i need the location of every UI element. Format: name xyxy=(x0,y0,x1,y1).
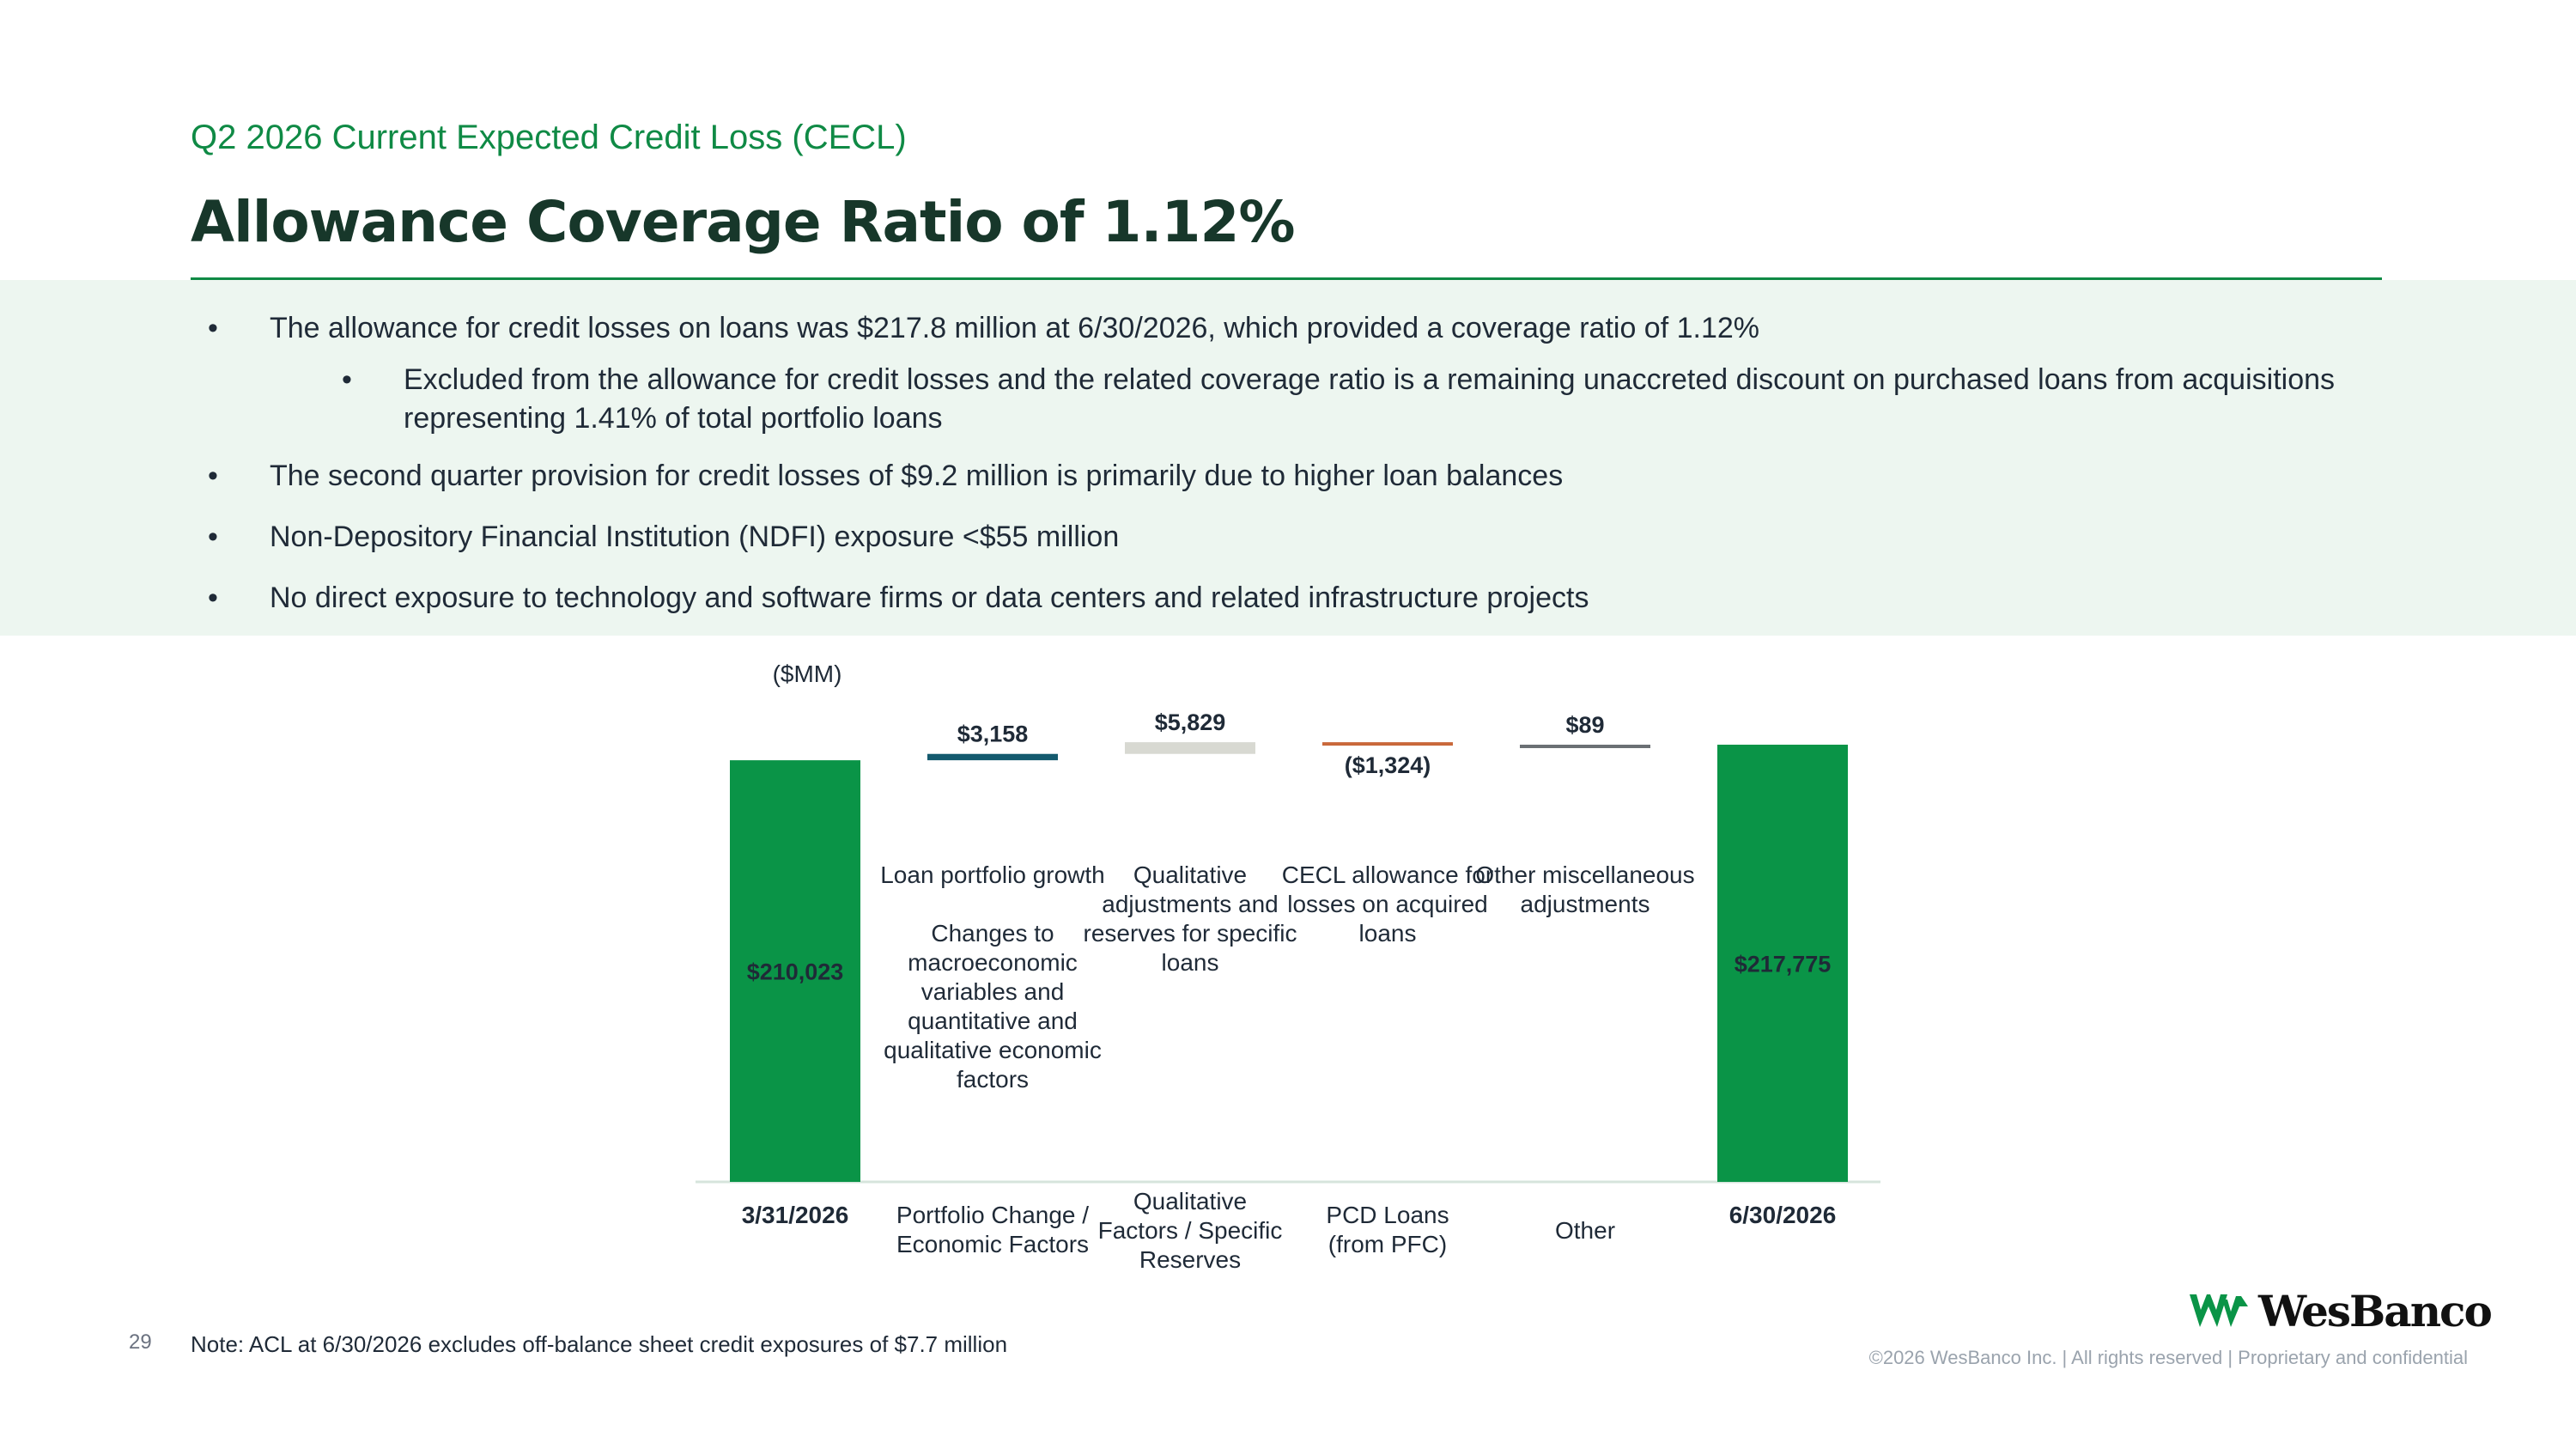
category-label-line: Factors / Specific xyxy=(1098,1217,1283,1244)
description-line: adjustments and xyxy=(1102,891,1278,917)
description-line: CECL allowance for xyxy=(1282,861,1493,888)
portfolio-change-bar xyxy=(927,753,1058,761)
logo-wordmark: WesBanco xyxy=(2258,1285,2493,1336)
description-line: adjustments xyxy=(1521,891,1650,917)
category-label-line: 6/30/2026 xyxy=(1729,1202,1837,1228)
value-label: $210,023 xyxy=(747,959,844,985)
description-line xyxy=(989,891,996,917)
description-line: Loan portfolio growth xyxy=(880,861,1105,888)
page-number: 29 xyxy=(129,1330,152,1354)
bullet-text: The second quarter provision for credit … xyxy=(270,460,1564,492)
wesbanco-logo: WesBanco xyxy=(2188,1285,2493,1336)
description-line: factors xyxy=(957,1066,1029,1093)
bullet-ndfi: • Non-Depository Financial Institution (N… xyxy=(208,518,2416,557)
slide-subtitle: Q2 2026 Current Expected Credit Loss (CE… xyxy=(191,119,907,156)
bullet-dot: • xyxy=(208,581,218,614)
description-line: qualitative economic xyxy=(884,1037,1102,1063)
description-line: loans xyxy=(1162,949,1219,976)
copyright-text: ©2026 WesBanco Inc. | All rights reserve… xyxy=(1868,1347,2468,1368)
category-label: 3/31/2026 xyxy=(742,1202,849,1228)
description-line: quantitative and xyxy=(908,1008,1078,1034)
category-label-line: Portfolio Change / xyxy=(896,1202,1089,1228)
bullet-text: Non-Depository Financial Institution (ND… xyxy=(270,521,1120,553)
title-divider xyxy=(191,277,2382,280)
sub-bullet-discount: • Excluded from the allowance for credit … xyxy=(342,361,2353,438)
bullet-dot: • xyxy=(342,363,352,396)
category-label: Other xyxy=(1555,1217,1615,1244)
other-bar xyxy=(1520,745,1650,748)
bullet-dot: • xyxy=(208,460,218,492)
category-label: 6/30/2026 xyxy=(1729,1202,1837,1228)
bullet-text: The allowance for credit losses on loans… xyxy=(270,312,1760,344)
category-label-line: Qualitative xyxy=(1133,1188,1247,1215)
category-label-line: Reserves xyxy=(1139,1246,1241,1273)
category-label-line: Other xyxy=(1555,1217,1615,1244)
bullet-tech-exposure: • No direct exposure to technology and so… xyxy=(208,579,2416,618)
pcd-loans-bar xyxy=(1322,742,1453,746)
waterfall-chart: ($MM) $210,023 3/31/2026 $3,158 Portfolio C… xyxy=(696,661,1880,1273)
category-label-line: PCD Loans xyxy=(1326,1202,1449,1228)
description-line: macroeconomic xyxy=(908,949,1078,976)
footnote: Note: ACL at 6/30/2026 excludes off-bala… xyxy=(191,1331,1008,1357)
value-label: $5,829 xyxy=(1155,709,1226,735)
bullet-band xyxy=(0,280,2576,636)
category-description: Loan portfolio growth Changes to macroeco… xyxy=(880,861,1105,1093)
category-label-line: (from PFC) xyxy=(1328,1231,1447,1257)
value-label: $3,158 xyxy=(957,721,1029,747)
value-label: $89 xyxy=(1565,712,1604,738)
end-total-bar xyxy=(1717,745,1848,1182)
description-line: reserves for specific xyxy=(1084,920,1297,947)
bullet-dot: • xyxy=(208,521,218,553)
description-line: variables and xyxy=(921,978,1065,1005)
qualitative-bar xyxy=(1125,742,1255,754)
category-label-line: 3/31/2026 xyxy=(742,1202,849,1228)
bullet-text: No direct exposure to technology and sof… xyxy=(270,581,1589,614)
category-description: Other miscellaneous adjustments xyxy=(1475,861,1694,917)
description-line: Qualitative xyxy=(1133,861,1247,888)
start-total-bar xyxy=(730,760,860,1182)
value-label: $217,775 xyxy=(1735,952,1832,977)
logo-mark-icon xyxy=(2190,1294,2248,1327)
category-description: CECL allowance for losses on acquired loan… xyxy=(1282,861,1493,947)
unit-label: ($MM) xyxy=(773,661,842,687)
slide-title: Allowance Coverage Ratio of 1.12% xyxy=(191,189,1296,255)
bullet-allowance: • The allowance for credit losses on loan… xyxy=(208,309,2416,348)
bullet-provision: • The second quarter provision for credit… xyxy=(208,457,2416,496)
category-label: PCD Loans (from PFC) xyxy=(1326,1202,1449,1257)
description-line: Other miscellaneous xyxy=(1475,861,1694,888)
bullet-text: Excluded from the allowance for credit l… xyxy=(404,363,2336,435)
category-description: Qualitative adjustments and reserves for s… xyxy=(1084,861,1297,976)
bullet-dot: • xyxy=(208,312,218,344)
category-label: Qualitative Factors / Specific Reserves xyxy=(1098,1188,1283,1273)
description-line: losses on acquired xyxy=(1287,891,1487,917)
description-line: Changes to xyxy=(931,920,1054,947)
value-label: ($1,324) xyxy=(1345,752,1431,778)
category-label: Portfolio Change / Economic Factors xyxy=(896,1202,1089,1257)
description-line: loans xyxy=(1359,920,1417,947)
category-label-line: Economic Factors xyxy=(896,1231,1089,1257)
